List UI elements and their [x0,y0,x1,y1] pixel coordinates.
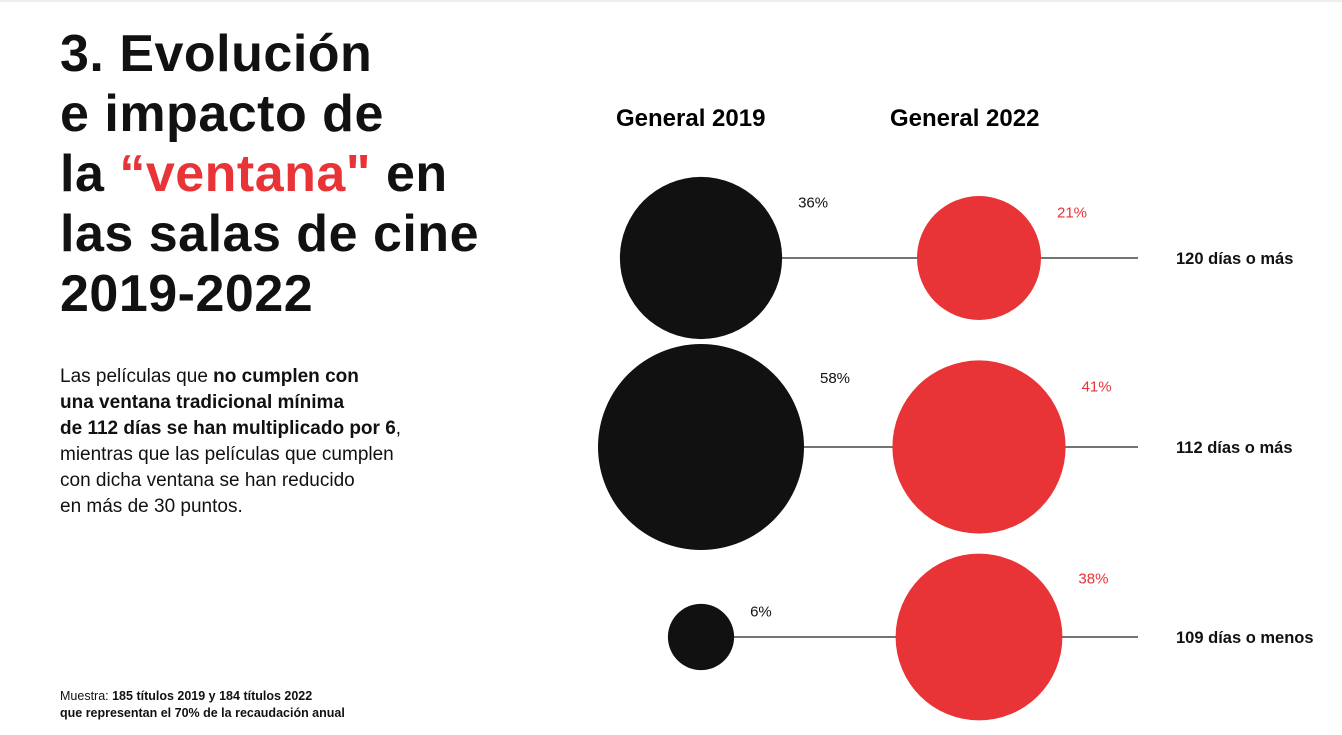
title-text: 2019-2022 [60,265,314,323]
footnote-line: Muestra: 185 títulos 2019 y 184 títulos … [60,688,460,705]
page-title: 3. Evolución e impacto de la “ventana" e… [60,24,560,324]
description-text: Las películas que [60,366,214,387]
title-text: e impacto de [60,85,384,143]
value-label-2022: 41% [1082,378,1112,395]
footnote-bold-text: que representan el 70% de la recaudación… [60,706,345,720]
title-text: las salas de cine [60,205,479,263]
bubble-2022 [917,196,1041,320]
description-bold-text: no cumplen con [213,366,359,387]
category-label: 109 días o menos [1176,629,1314,647]
title-accent-text: “ventana" [119,145,372,203]
value-label-2019: 58% [820,370,850,387]
value-label-2022: 21% [1057,205,1087,222]
description-line: una ventana tradicional mínima [60,390,500,416]
category-label: 120 días o más [1176,250,1293,268]
category-label: 112 días o más [1176,439,1293,457]
value-label-2019: 36% [798,195,828,212]
top-rule [0,0,1342,2]
chart-rows: 36% 21% 120 días o más 58% 41% 112 días o más… [598,176,1314,721]
description-text: con dicha ventana se han reducido [60,470,355,491]
footnote-bold-text: 185 títulos 2019 y 184 títulos 2022 [112,689,313,703]
bubble-2022 [895,553,1063,721]
title-line: e impacto de [60,84,560,144]
bubble-2019 [667,603,735,671]
bubble-2022 [892,360,1066,534]
description-paragraph: Las películas que no cumplen con una ven… [60,364,500,520]
description-text: mientras que las películas que cumplen [60,444,394,465]
bubble-2019 [619,176,783,340]
description-line: en más de 30 puntos. [60,494,500,520]
footnote: Muestra: 185 títulos 2019 y 184 títulos … [60,688,460,722]
title-line: 2019-2022 [60,264,560,324]
description-line: con dicha ventana se han reducido [60,468,500,494]
title-line: la “ventana" en [60,144,560,204]
value-label-2022: 38% [1078,570,1108,587]
bubble-2019 [598,344,804,550]
legend-label-2022: General 2022 [890,105,1039,132]
description-bold-text: de 112 días se han multiplicado por 6 [60,418,396,439]
title-line: las salas de cine [60,204,560,264]
title-text: en [371,145,448,203]
description-line: de 112 días se han multiplicado por 6, [60,416,500,442]
title-text: la [60,145,120,203]
footnote-text: Muestra: [60,689,113,703]
value-label-2019: 6% [750,604,772,621]
description-line: mientras que las películas que cumplen [60,442,500,468]
title-line: 3. Evolución [60,24,560,84]
description-text: , [395,418,402,439]
description-bold-text: una ventana tradicional mínima [60,392,345,413]
legend-label-2019: General 2019 [616,105,765,132]
footnote-line: que representan el 70% de la recaudación… [60,705,460,722]
title-text: 3. Evolución [60,25,373,83]
description-text: en más de 30 puntos. [60,496,243,517]
description-line: Las películas que no cumplen con [60,364,500,390]
